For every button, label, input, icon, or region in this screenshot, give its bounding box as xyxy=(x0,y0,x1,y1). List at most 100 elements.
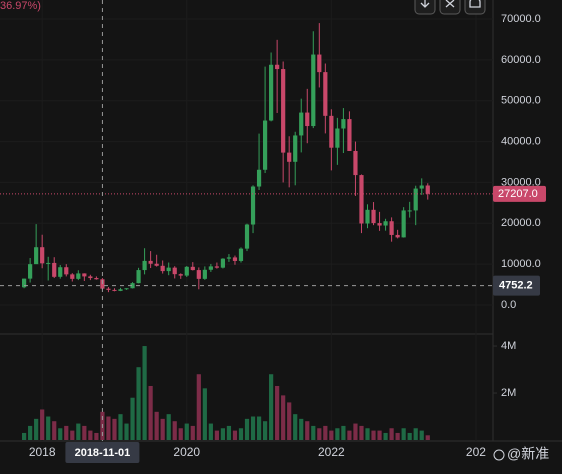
volume-bar xyxy=(238,428,244,440)
volume-bar xyxy=(196,374,201,440)
candle-body xyxy=(172,267,177,275)
x-tick-label: 2018 xyxy=(29,445,56,459)
candle-body xyxy=(220,258,226,268)
candle-body xyxy=(106,288,111,290)
volume-bar xyxy=(160,418,165,440)
volume-bar xyxy=(154,411,159,440)
candle-body xyxy=(190,266,195,271)
candle-body xyxy=(226,257,232,259)
candle-body xyxy=(88,276,93,279)
candle-body xyxy=(46,262,51,264)
button-expand[interactable] xyxy=(464,0,486,15)
candle-body xyxy=(413,188,418,211)
volume-tick-label: 2M xyxy=(501,387,516,399)
volume-bar xyxy=(262,421,268,440)
button-down[interactable] xyxy=(414,0,436,15)
candle-body xyxy=(377,223,382,226)
candle-body xyxy=(34,247,39,265)
candle-body xyxy=(196,270,201,279)
y-tick-label: 40000.0 xyxy=(501,135,541,147)
candle-body xyxy=(341,119,346,129)
candle-body xyxy=(94,278,99,280)
candle-body xyxy=(305,112,310,127)
volume-bar xyxy=(305,421,310,440)
volume-bar xyxy=(287,402,292,440)
volume-bar xyxy=(256,416,262,440)
volume-bar xyxy=(58,428,63,440)
x-tick-label: 202 xyxy=(466,445,486,459)
y-tick-label: 50000.0 xyxy=(501,95,541,107)
volume-bar xyxy=(166,414,171,440)
y-tick-label: 0.0 xyxy=(501,299,516,311)
watermark: @新准 xyxy=(493,446,549,462)
candle-body xyxy=(130,283,135,289)
candle-body xyxy=(112,289,117,291)
candle-body xyxy=(232,257,238,261)
candle-body xyxy=(82,273,87,277)
last-price-label: 27207.0 xyxy=(498,188,538,200)
candle-body xyxy=(299,112,304,136)
volume-bar xyxy=(425,435,430,440)
volume-bar xyxy=(40,409,45,440)
volume-bar xyxy=(317,428,322,440)
candle-body xyxy=(58,267,63,277)
x-tick-label: 2020 xyxy=(173,445,200,459)
y-tick-label: 60000.0 xyxy=(501,54,541,66)
volume-bar xyxy=(184,423,189,440)
y-tick-label: 20000.0 xyxy=(501,217,541,229)
y-tick-label: 30000.0 xyxy=(501,176,541,188)
volume-bar xyxy=(148,385,153,440)
overlay: 27207.0 4752.2 2018-11-01 xyxy=(0,0,546,463)
candle-body xyxy=(148,260,153,264)
volume-bar xyxy=(347,430,352,440)
volume-bar xyxy=(383,432,388,440)
candle-body xyxy=(28,264,33,279)
candle-body xyxy=(311,54,316,127)
volume-bar xyxy=(202,388,207,440)
candle-body xyxy=(142,260,147,271)
volume-bar xyxy=(214,430,219,440)
last-price-box xyxy=(493,185,546,202)
volume-bar xyxy=(76,423,81,440)
watermark-icon xyxy=(493,449,505,461)
volume-bar xyxy=(293,414,298,440)
candle-body xyxy=(269,64,274,121)
candle-body xyxy=(118,289,123,291)
crosshair-y-label: 4752.2 xyxy=(499,280,533,292)
candle-body xyxy=(184,266,189,276)
volume-bar xyxy=(359,425,364,440)
volume-bar xyxy=(299,418,304,440)
candle-body xyxy=(154,263,159,266)
volume-bar xyxy=(88,430,93,440)
candle-body xyxy=(287,152,292,162)
button-close[interactable] xyxy=(439,0,461,15)
volume-bar xyxy=(377,430,382,440)
volume-bar xyxy=(244,418,250,440)
volume-bar xyxy=(112,418,117,440)
candle-body xyxy=(353,150,358,176)
candle-body xyxy=(64,267,69,275)
candle-body xyxy=(262,120,268,170)
volume-bar xyxy=(311,425,316,440)
candle-body xyxy=(335,128,340,148)
volume-bar xyxy=(335,428,340,440)
volume-bar xyxy=(190,425,195,440)
volume-bar xyxy=(365,428,370,440)
candle-body xyxy=(244,224,250,249)
volume-bar xyxy=(407,432,412,440)
candle-body xyxy=(389,221,394,235)
volume-bar xyxy=(28,425,33,440)
volume-bar xyxy=(124,423,129,440)
candle-body xyxy=(70,274,75,279)
candle-body xyxy=(317,54,322,73)
crosshair-x-label: 2018-11-01 xyxy=(75,447,131,459)
candle-body xyxy=(76,273,81,279)
y-tick-label: 10000.0 xyxy=(501,258,541,270)
volume-bar xyxy=(208,423,213,440)
candle-body xyxy=(52,262,57,277)
candle-body xyxy=(365,209,370,224)
legend-fragment: 36.97%) xyxy=(0,0,41,12)
volume-bar xyxy=(401,428,406,440)
volume-bar xyxy=(275,385,280,440)
volume-bar xyxy=(413,428,418,440)
